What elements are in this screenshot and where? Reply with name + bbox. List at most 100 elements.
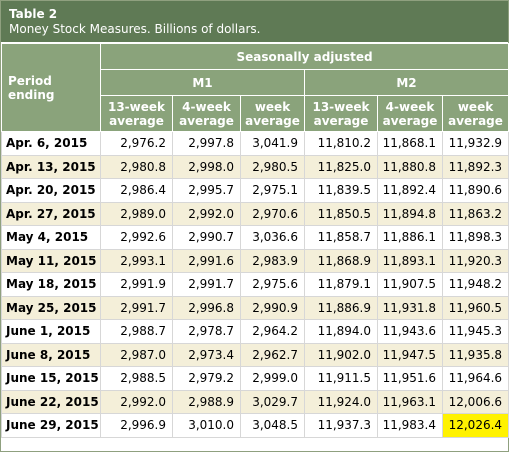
highlighted-value-cell: 12,026.4: [441, 413, 510, 438]
table-row: Apr. 27, 2015 2,989.0 2,992.0 2,970.6 11,850…: [1, 201, 510, 226]
value-cell: 2,980.8: [100, 154, 173, 179]
value-cell: 11,907.5: [377, 272, 443, 297]
value-cell: 2,999.0: [240, 366, 305, 391]
table-title: Table 2: [9, 7, 58, 21]
value-cell: 11,825.0: [304, 154, 378, 179]
period-cell: May 18, 2015: [1, 272, 101, 297]
table-subtitle: Money Stock Measures. Billions of dollar…: [9, 22, 261, 36]
value-cell: 11,960.5: [441, 295, 510, 320]
column-header: week average: [240, 95, 305, 132]
value-cell: 11,902.0: [304, 342, 378, 367]
column-header: 4-week average: [377, 95, 443, 132]
table-row: Apr. 20, 2015 2,986.4 2,995.7 2,975.1 11,839…: [1, 178, 510, 203]
value-cell: 11,951.6: [377, 366, 443, 391]
value-cell: 11,879.1: [304, 272, 378, 297]
value-cell: 11,894.0: [304, 319, 378, 344]
period-cell: Apr. 13, 2015: [1, 154, 101, 179]
value-cell: 3,041.9: [240, 131, 305, 156]
value-cell: 11,920.3: [441, 248, 510, 273]
table-row: May 25, 2015 2,991.7 2,996.8 2,990.9 11,886.…: [1, 295, 510, 320]
value-cell: 2,973.4: [172, 342, 241, 367]
value-cell: 2,987.0: [100, 342, 173, 367]
value-cell: 2,975.6: [240, 272, 305, 297]
value-cell: 11,931.8: [377, 295, 443, 320]
value-cell: 11,911.5: [304, 366, 378, 391]
table-row: Apr. 6, 2015 2,976.2 2,997.8 3,041.9 11,810.…: [1, 131, 510, 156]
column-header: 13-week average: [304, 95, 378, 132]
column-header: 4-week average: [172, 95, 241, 132]
value-cell: 2,970.6: [240, 201, 305, 226]
value-cell: 2,991.7: [172, 272, 241, 297]
value-cell: 11,964.6: [441, 366, 510, 391]
value-cell: 2,989.0: [100, 201, 173, 226]
value-cell: 2,976.2: [100, 131, 173, 156]
table-row: Apr. 13, 2015 2,980.8 2,998.0 2,980.5 11,825…: [1, 154, 510, 179]
value-cell: 11,943.6: [377, 319, 443, 344]
value-cell: 11,947.5: [377, 342, 443, 367]
period-cell: May 11, 2015: [1, 248, 101, 273]
value-cell: 2,996.8: [172, 295, 241, 320]
value-cell: 2,995.7: [172, 178, 241, 203]
period-cell: Apr. 27, 2015: [1, 201, 101, 226]
value-cell: 11,983.4: [377, 413, 443, 438]
seasonally-adjusted-header: Seasonally adjusted: [99, 43, 510, 70]
value-cell: 2,988.9: [172, 389, 241, 414]
value-cell: 2,990.7: [172, 225, 241, 250]
period-ending-header: Period ending: [1, 43, 101, 132]
m1-header: M1: [100, 69, 305, 96]
value-cell: 2,998.0: [172, 154, 241, 179]
value-cell: 11,945.3: [441, 319, 510, 344]
value-cell: 2,992.0: [172, 201, 241, 226]
value-cell: 2,986.4: [100, 178, 173, 203]
period-cell: Apr. 6, 2015: [1, 131, 101, 156]
value-cell: 2,992.6: [100, 225, 173, 250]
value-cell: 3,048.5: [240, 413, 305, 438]
value-cell: 11,868.1: [377, 131, 443, 156]
value-cell: 11,886.9: [304, 295, 378, 320]
value-cell: 3,036.6: [240, 225, 305, 250]
value-cell: 2,990.9: [240, 295, 305, 320]
value-cell: 11,893.1: [377, 248, 443, 273]
value-cell: 11,863.2: [441, 201, 510, 226]
value-cell: 11,890.6: [441, 178, 510, 203]
value-cell: 11,932.9: [441, 131, 510, 156]
value-cell: 2,979.2: [172, 366, 241, 391]
value-cell: 2,962.7: [240, 342, 305, 367]
table-row: June 8, 2015 2,987.0 2,973.4 2,962.7 11,902.…: [1, 342, 510, 367]
period-cell: June 29, 2015: [1, 413, 101, 438]
value-cell: 11,858.7: [304, 225, 378, 250]
value-cell: 2,978.7: [172, 319, 241, 344]
data-table: Period ending Seasonally adjusted M1 M2 …: [1, 43, 510, 438]
column-header: week average: [441, 95, 510, 132]
table-row: May 11, 2015 2,993.1 2,991.6 2,983.9 11,868.…: [1, 248, 510, 273]
table-row: June 22, 2015 2,992.0 2,988.9 3,029.7 11,924…: [1, 389, 510, 414]
value-cell: 2,983.9: [240, 248, 305, 273]
value-cell: 2,991.7: [100, 295, 173, 320]
value-cell: 2,996.9: [100, 413, 173, 438]
value-cell: 2,993.1: [100, 248, 173, 273]
value-cell: 3,010.0: [172, 413, 241, 438]
period-cell: June 8, 2015: [1, 342, 101, 367]
value-cell: 11,937.3: [304, 413, 378, 438]
value-cell: 11,880.8: [377, 154, 443, 179]
period-cell: May 25, 2015: [1, 295, 101, 320]
value-cell: 11,810.2: [304, 131, 378, 156]
table-row: June 29, 2015 2,996.9 3,010.0 3,048.5 11,937…: [1, 413, 510, 438]
value-cell: 11,886.1: [377, 225, 443, 250]
value-cell: 11,898.3: [441, 225, 510, 250]
value-cell: 12,006.6: [441, 389, 510, 414]
value-cell: 2,992.0: [100, 389, 173, 414]
value-cell: 2,991.9: [100, 272, 173, 297]
value-cell: 2,964.2: [240, 319, 305, 344]
table-row: May 18, 2015 2,991.9 2,991.7 2,975.6 11,879.…: [1, 272, 510, 297]
table-body: Apr. 6, 2015 2,976.2 2,997.8 3,041.9 11,810.…: [1, 131, 510, 438]
value-cell: 2,988.7: [100, 319, 173, 344]
value-cell: 3,029.7: [240, 389, 305, 414]
table-title-bar: Table 2 Money Stock Measures. Billions o…: [1, 1, 508, 43]
column-header: 13-week average: [100, 95, 173, 132]
value-cell: 2,980.5: [240, 154, 305, 179]
value-cell: 11,948.2: [441, 272, 510, 297]
value-cell: 11,935.8: [441, 342, 510, 367]
period-cell: June 22, 2015: [1, 389, 101, 414]
